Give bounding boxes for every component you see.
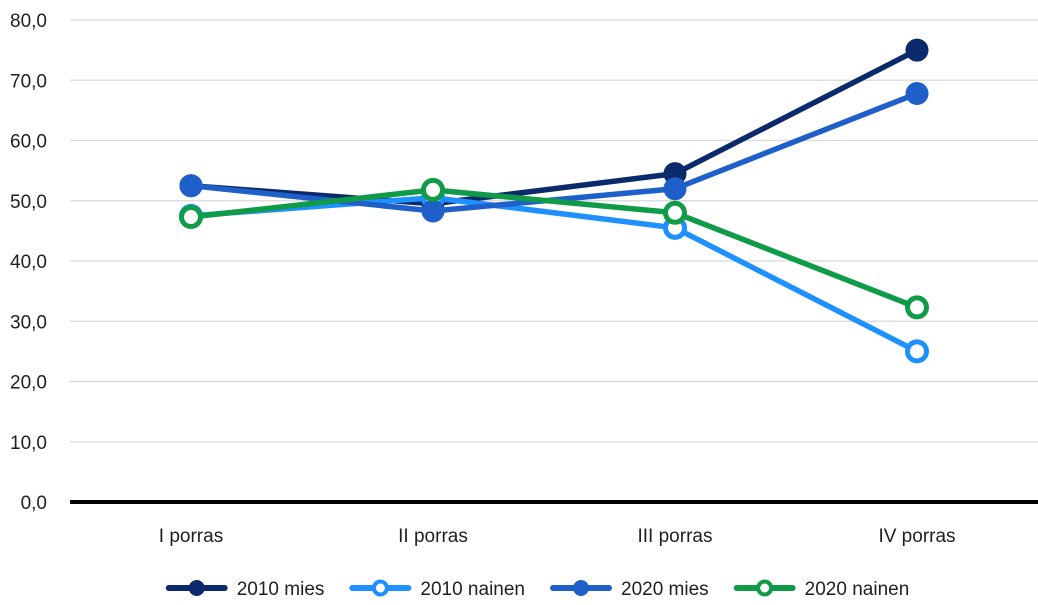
data-point: [905, 295, 929, 320]
data-point: [421, 177, 445, 202]
y-tick-label: 40,0: [10, 252, 47, 273]
series-line: [188, 47, 920, 207]
y-tick-label: 20,0: [10, 373, 47, 394]
legend-item: 2020 nainen: [733, 579, 910, 600]
y-tick-label: 50,0: [10, 192, 47, 213]
series-line: [188, 187, 920, 311]
x-tick-label: III porras: [638, 526, 713, 547]
legend: 2010 mies 2010 nainen 2020 mies 2020 nainen: [165, 579, 910, 600]
y-tick-label: 70,0: [10, 71, 47, 92]
legend-swatch-marker: [756, 579, 774, 597]
legend-label: 2010 nainen: [420, 579, 525, 600]
y-axis: 0,0 10,0 20,0 30,0 40,0 50,0 60,0 70,0 80,0: [10, 11, 47, 514]
series-line: [188, 194, 920, 355]
y-tick-label: 30,0: [10, 312, 47, 333]
y-tick-label: 0,0: [21, 493, 47, 514]
legend-swatch-marker: [188, 580, 205, 596]
x-tick-label: I porras: [159, 526, 223, 547]
legend-swatch-marker: [371, 579, 389, 597]
data-point: [179, 205, 203, 230]
legend-label: 2010 mies: [237, 579, 325, 600]
x-tick-label: IV porras: [878, 526, 955, 547]
data-point: [663, 177, 687, 201]
gridlines: [70, 19, 1038, 443]
data-point: [905, 38, 929, 62]
data-point: [421, 199, 445, 223]
y-tick-label: 60,0: [10, 132, 47, 153]
legend-item: 2010 nainen: [349, 579, 525, 600]
data-point: [905, 339, 929, 364]
x-axis: I porras II porras III porras IV porras: [70, 500, 1038, 547]
legend-label: 2020 nainen: [805, 579, 910, 600]
legend-item: 2020 mies: [550, 579, 709, 600]
data-point: [179, 174, 203, 198]
y-tick-label: 10,0: [10, 433, 47, 454]
data-point: [905, 82, 929, 106]
x-tick-label: II porras: [398, 526, 468, 547]
y-tick-label: 80,0: [10, 11, 47, 32]
legend-label: 2020 mies: [621, 579, 709, 600]
series-lines: [179, 38, 929, 364]
legend-swatch-marker: [573, 580, 589, 596]
legend-item: 2010 mies: [165, 579, 325, 600]
data-point: [663, 200, 687, 225]
